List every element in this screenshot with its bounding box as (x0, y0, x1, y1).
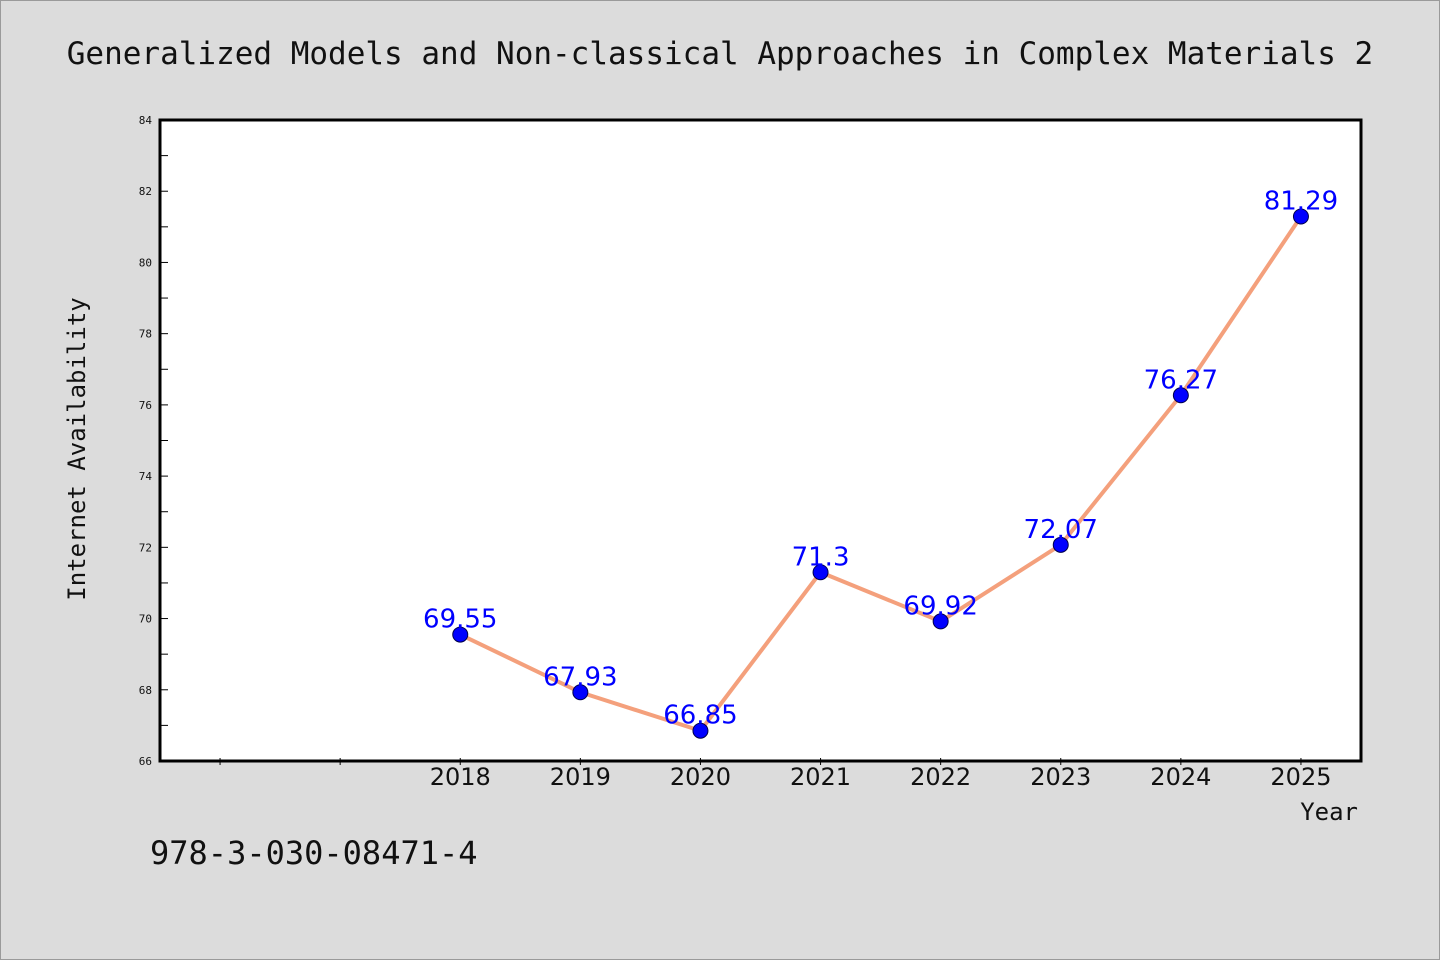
y-tick-label: 70 (139, 613, 152, 626)
y-axis: 66 68 70 72 74 76 78 80 82 84 (139, 114, 168, 768)
y-tick-label: 78 (139, 328, 152, 341)
data-point (932, 613, 949, 630)
x-tick-label: 2024 (1150, 763, 1211, 791)
x-tick-label: 2022 (910, 763, 971, 791)
y-tick-label: 76 (139, 399, 152, 412)
data-label: 76.27 (1144, 365, 1218, 395)
x-tick-label: 2021 (790, 763, 851, 791)
x-tick-label: 2018 (430, 763, 491, 791)
plot-area (158, 118, 1363, 763)
data-point (1172, 387, 1189, 404)
y-axis-label: Internet Availability (63, 297, 91, 600)
x-tick-label: 2025 (1270, 763, 1331, 791)
data-label: 72.07 (1024, 515, 1098, 545)
data-label: 71.3 (792, 542, 850, 572)
data-label: 66.85 (663, 701, 737, 731)
data-label: 67.93 (543, 662, 617, 692)
data-point (452, 626, 469, 643)
x-axis: 2018 2019 2020 2021 2022 2023 2024 2025 (219, 758, 1331, 791)
y-tick-label: 66 (139, 755, 152, 768)
data-point (812, 564, 829, 581)
y-tick-label: 72 (139, 541, 152, 554)
data-label: 69.55 (423, 605, 497, 635)
y-tick-label: 74 (139, 470, 153, 483)
isbn-text: 978-3-030-08471-4 (150, 834, 478, 872)
data-point (1292, 208, 1309, 225)
y-tick-label: 84 (139, 114, 153, 127)
x-tick-label: 2019 (550, 763, 611, 791)
data-point (1052, 536, 1069, 553)
data-point (692, 722, 709, 739)
x-tick-label: 2023 (1030, 763, 1091, 791)
chart-title: Generalized Models and Non-classical App… (67, 36, 1373, 72)
series-line (458, 214, 1303, 733)
x-axis-label: Year (1300, 798, 1358, 826)
y-tick-label: 80 (139, 256, 152, 269)
y-tick-label: 82 (139, 185, 152, 198)
data-point (572, 684, 589, 701)
y-tick-label: 68 (139, 684, 152, 697)
x-tick-label: 2020 (670, 763, 731, 791)
data-label: 69.92 (903, 591, 977, 621)
series-group: 69.55 67.93 66.85 71.3 69.92 72.07 76.27 81.29 (423, 187, 1338, 739)
data-label: 81.29 (1264, 187, 1338, 217)
